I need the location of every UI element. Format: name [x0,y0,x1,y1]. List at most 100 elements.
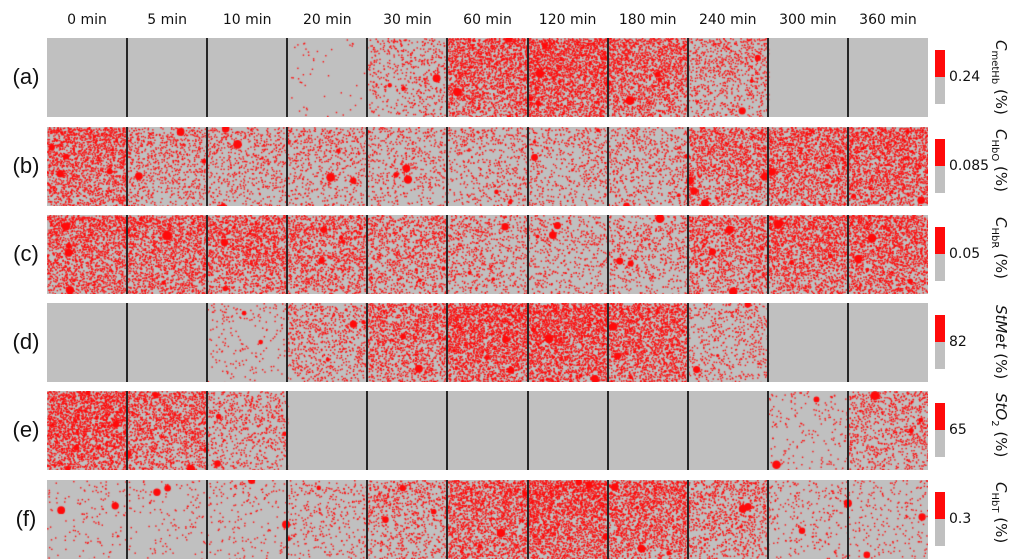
quantity-label: CmetHb (%) [989,40,1010,115]
quantity-label: StMet (%) [992,305,1010,379]
time-point-label: 10 min [222,12,272,28]
colorbar-max-value: 82 [949,334,967,350]
panel-divider [527,480,529,559]
image-strip [47,215,928,294]
panel-divider [767,127,769,206]
panel-divider [687,127,689,206]
time-point-label: 120 min [538,12,597,28]
panel-divider [847,480,849,559]
quantity-unit: (%) [992,348,1010,380]
quantity-label: CHbO (%) [989,129,1010,192]
row-label: (c) [13,240,39,266]
colorbar-high [935,492,945,519]
panel-divider [607,303,609,382]
panel-divider [847,127,849,206]
panel-divider [847,303,849,382]
quantity-unit: (%) [992,84,1010,115]
time-point-label: 300 min [779,12,837,28]
panel-divider [366,215,368,294]
panel-divider [286,215,288,294]
panel-divider [607,391,609,470]
panel-divider [767,391,769,470]
colorbar-high [935,50,945,77]
quantity-unit: (%) [992,426,1010,458]
quantity-symbol: C [992,40,1010,51]
panel-divider [126,127,128,206]
colorbar-high [935,315,945,342]
panel-divider [206,391,208,470]
panel-divider [687,480,689,559]
panel-divider [446,127,448,206]
time-point-label: 60 min [463,12,512,28]
quantity-label: CHbT (%) [989,482,1010,543]
quantity-subscript: metHb [989,50,1000,85]
quantity-symbol: C [992,129,1010,140]
quantity-label: StO2 (%) [989,393,1010,457]
panel-divider [527,303,529,382]
panel-divider [767,38,769,117]
panel-divider [607,215,609,294]
signal-map-canvas [47,303,928,382]
row-label: (d) [12,328,40,354]
panel-divider [366,303,368,382]
panel-divider [206,38,208,117]
colorbar-high [935,403,945,430]
panel-divider [366,38,368,117]
panel-divider [446,215,448,294]
colorbar-high [935,227,945,254]
panel-divider [286,38,288,117]
panel-divider [687,38,689,117]
panel-divider [126,391,128,470]
panel-divider [126,303,128,382]
panel-divider [607,480,609,559]
colorbar-max-value: 0.24 [949,69,981,85]
panel-divider [527,38,529,117]
colorbar-low [935,342,945,369]
panel-divider [126,215,128,294]
time-point-label: 5 min [147,12,187,28]
panel-divider [126,480,128,559]
image-strip [47,38,928,117]
panel-divider [286,480,288,559]
colorbar-high [935,139,945,166]
panel-divider [767,215,769,294]
signal-map-canvas [47,215,928,294]
quantity-label: CHbR (%) [989,217,1010,279]
row-label: (b) [12,152,40,178]
panel-divider [446,480,448,559]
image-strip [47,391,928,470]
panel-divider [286,127,288,206]
panel-divider [847,38,849,117]
time-point-label: 0 min [67,12,107,28]
colorbar-low [935,430,945,457]
signal-map-canvas [47,127,928,206]
quantity-subscript: HbT [989,492,1000,513]
time-point-label: 240 min [698,12,757,28]
quantity-symbol: C [992,217,1010,228]
panel-divider [446,38,448,117]
colorbar-low [935,519,945,546]
panel-divider [687,215,689,294]
panel-divider [206,215,208,294]
panel-divider [607,38,609,117]
colorbar-max-value: 0.3 [949,511,972,527]
colorbar-low [935,166,945,193]
panel-divider [206,303,208,382]
colorbar-max-value: 0.05 [949,246,981,262]
quantity-unit: (%) [992,161,1010,192]
colorbar-low [935,77,945,104]
signal-map-canvas [47,38,928,117]
colorbar-max-value: 65 [949,422,967,438]
time-point-label: 20 min [302,12,352,28]
panel-divider [527,215,529,294]
panel-divider [446,303,448,382]
colorbar-low [935,254,945,281]
panel-divider [126,38,128,117]
panel-divider [366,391,368,470]
panel-divider [847,391,849,470]
image-strip [47,480,928,559]
panel-divider [767,303,769,382]
panel-divider [206,480,208,559]
image-strip [47,303,928,382]
signal-map-canvas [47,391,928,470]
